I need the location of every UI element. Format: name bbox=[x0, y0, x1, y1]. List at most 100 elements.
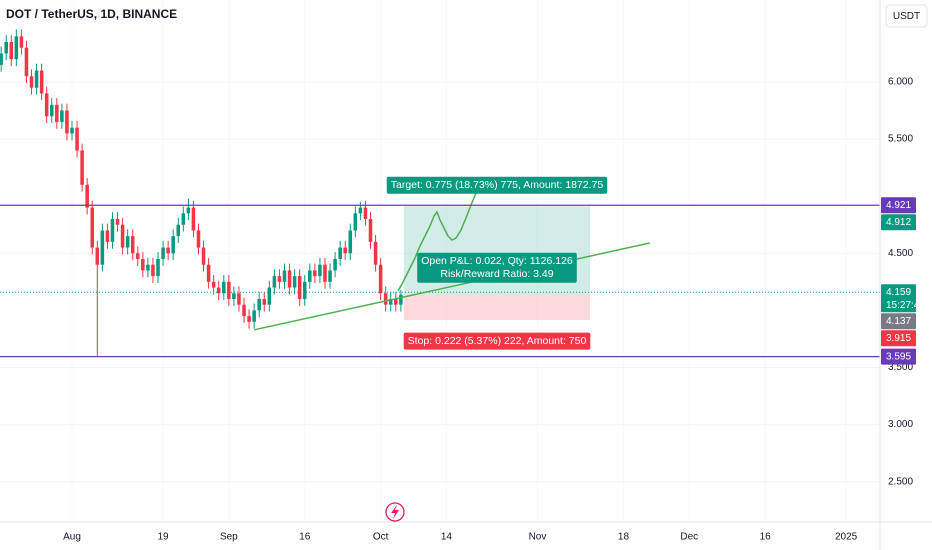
candle-body bbox=[130, 236, 135, 254]
candle-body bbox=[227, 281, 231, 299]
stop-label: Stop: 0.222 (5.37%) 222, Amount: 750 bbox=[403, 332, 591, 350]
axes: 2.500 3.000 3.500 4.500 5.500 6.000 Aug 19 Sep 16… bbox=[63, 77, 925, 543]
currency-box[interactable] bbox=[885, 4, 928, 28]
pnl-label-box bbox=[417, 252, 577, 283]
target-label-text: Target: 0.775 (18.73%) 775, Amount: 1872… bbox=[391, 179, 604, 191]
x-tick-label: 2025 bbox=[835, 532, 858, 543]
y-tick-label: 5.500 bbox=[888, 134, 913, 145]
candle-body bbox=[348, 230, 353, 254]
candle-body bbox=[368, 219, 373, 242]
candle-body bbox=[363, 207, 368, 220]
candle-body bbox=[75, 127, 79, 151]
candle-body bbox=[308, 270, 312, 282]
candle-body bbox=[257, 298, 261, 311]
candle-body bbox=[60, 110, 64, 122]
candle-body bbox=[171, 236, 175, 254]
candle-body bbox=[262, 298, 267, 305]
candle-body bbox=[146, 264, 150, 271]
pnl-label-text: Open P&L: 0.022, Qty: 1126.126 bbox=[421, 255, 573, 267]
candle-body bbox=[242, 304, 246, 317]
price-badge-countdown: 15:27:44 bbox=[886, 300, 925, 311]
candle-body bbox=[388, 298, 393, 305]
lightning-icon[interactable] bbox=[385, 502, 405, 522]
candle-body bbox=[115, 219, 120, 225]
candle-body bbox=[181, 213, 186, 225]
candle-body bbox=[313, 270, 317, 277]
price-badge-label: 4.137 bbox=[886, 316, 911, 327]
price-badge bbox=[881, 284, 916, 313]
candle-body bbox=[135, 253, 140, 260]
candle-body bbox=[14, 36, 19, 60]
candle-body bbox=[358, 207, 363, 214]
candle-body bbox=[353, 213, 358, 231]
x-tick-label: 16 bbox=[760, 532, 772, 543]
candle-body bbox=[166, 247, 170, 254]
candle-body bbox=[211, 281, 216, 288]
y-tick-label: 6.000 bbox=[888, 77, 913, 88]
candle-body bbox=[373, 241, 378, 265]
candle-body bbox=[383, 293, 388, 305]
candle-body bbox=[378, 264, 383, 294]
price-badge-label: 4.912 bbox=[886, 217, 911, 228]
candle-body bbox=[19, 36, 24, 48]
x-tick-label: Aug bbox=[63, 532, 81, 543]
overlay: Target: 0.775 (18.73%) 775, Amount: 1872… bbox=[0, 176, 880, 358]
candle-body bbox=[206, 264, 211, 282]
candle-body bbox=[252, 310, 256, 322]
candle-body bbox=[267, 287, 272, 305]
stop-label-box bbox=[403, 332, 591, 350]
candle-body bbox=[34, 70, 39, 88]
candle-body bbox=[328, 270, 332, 282]
currency-label: USDT bbox=[893, 11, 920, 22]
candle-body bbox=[90, 207, 95, 248]
target-label-box bbox=[386, 176, 608, 194]
x-tick-label: 18 bbox=[618, 532, 630, 543]
candle-body bbox=[55, 104, 59, 122]
price-badge-label: 3.915 bbox=[886, 333, 911, 344]
candle-body bbox=[237, 293, 241, 305]
candle-body bbox=[394, 298, 398, 305]
candle-body bbox=[318, 264, 322, 277]
candle-body bbox=[247, 316, 251, 322]
candle-body bbox=[186, 207, 191, 214]
pnl-label-text: Risk/Reward Ratio: 3.49 bbox=[440, 268, 553, 280]
price-badge-label: 4.921 bbox=[886, 200, 911, 211]
candle-body bbox=[0, 53, 3, 65]
candle-body bbox=[191, 207, 196, 231]
price-badge bbox=[881, 197, 916, 214]
candle-body bbox=[95, 247, 100, 265]
candle-body bbox=[156, 259, 160, 277]
price-badge-label: 3.595 bbox=[886, 351, 911, 362]
candle-body bbox=[80, 150, 84, 185]
candle-body bbox=[70, 127, 74, 134]
y-tick-label: 3.000 bbox=[888, 419, 913, 430]
candle-body bbox=[100, 230, 105, 265]
candle-body bbox=[399, 294, 403, 305]
candle-body bbox=[287, 270, 292, 288]
candle-body bbox=[141, 259, 145, 271]
candle-body bbox=[222, 281, 226, 294]
candle-body bbox=[343, 247, 347, 254]
target-label: Target: 0.775 (18.73%) 775, Amount: 1872… bbox=[386, 176, 608, 194]
candle-body bbox=[277, 276, 282, 282]
candle-body bbox=[9, 42, 14, 60]
price-badge bbox=[881, 313, 916, 330]
candle-body bbox=[292, 276, 297, 288]
pnl-label: Open P&L: 0.022, Qty: 1126.126Risk/Rewar… bbox=[417, 252, 577, 283]
candle-body bbox=[323, 264, 327, 282]
x-tick-label: 19 bbox=[158, 532, 170, 543]
candle-body bbox=[39, 70, 44, 94]
price-badge-label: 4.159 bbox=[886, 287, 911, 298]
candle-body bbox=[49, 104, 54, 117]
y-tick-label: 4.500 bbox=[888, 248, 913, 259]
projection-path bbox=[397, 184, 481, 292]
x-tick-label: 16 bbox=[299, 532, 311, 543]
candles bbox=[0, 29, 403, 357]
candle-body bbox=[297, 276, 302, 299]
candle-body bbox=[110, 219, 115, 242]
candle-body bbox=[65, 110, 69, 134]
candle-body bbox=[24, 47, 29, 77]
candle-body bbox=[196, 230, 201, 248]
loss-zone bbox=[403, 294, 591, 321]
